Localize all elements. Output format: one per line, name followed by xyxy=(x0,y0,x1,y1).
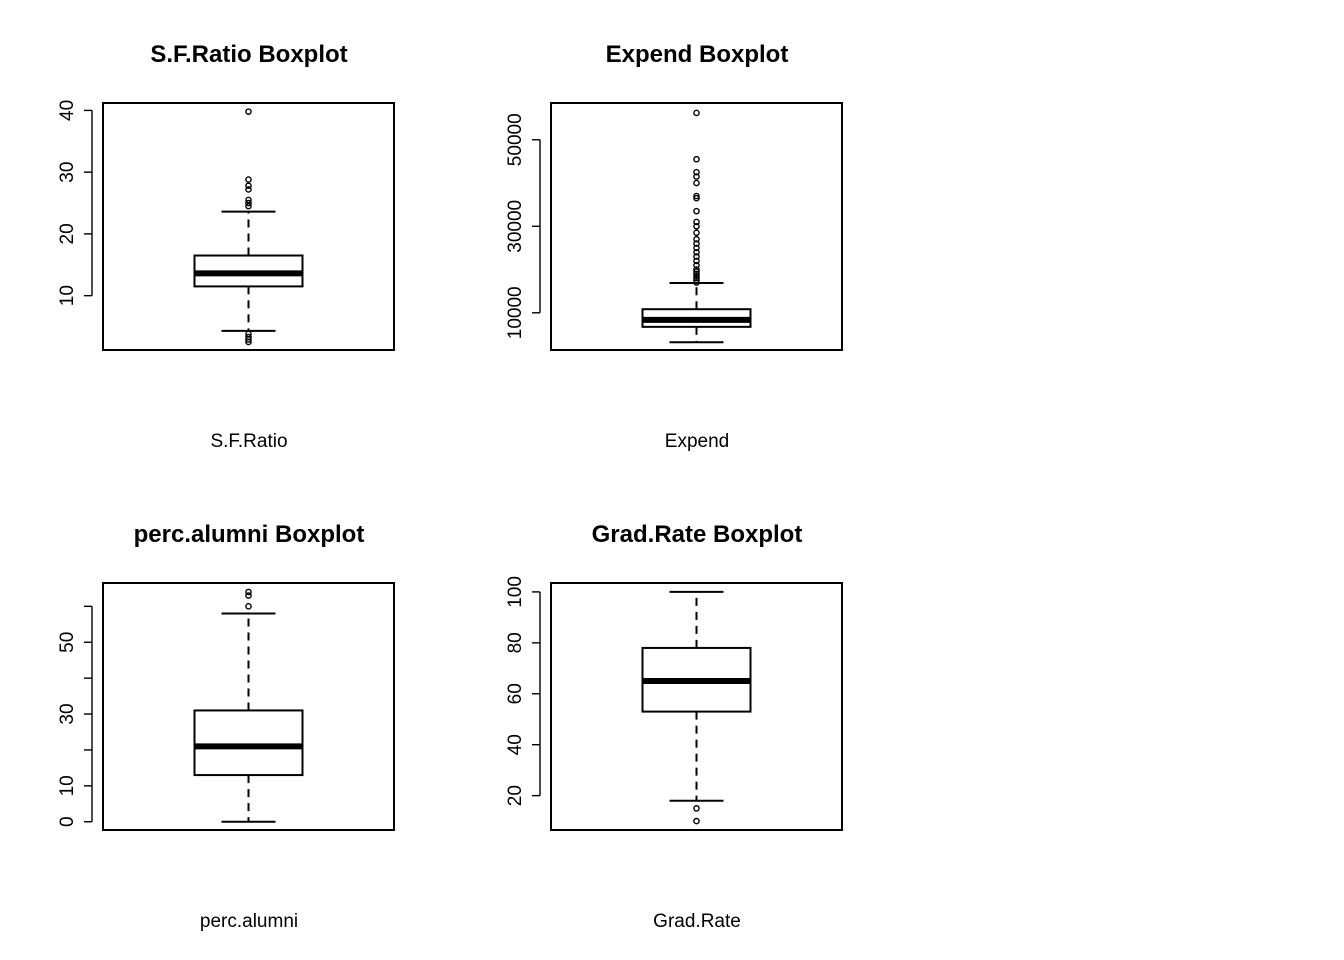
outlier-point xyxy=(245,196,252,204)
outlier-point xyxy=(693,192,700,200)
y-tick-label: 50 xyxy=(57,632,78,653)
y-tick-label: 100 xyxy=(505,576,526,608)
plot-frame xyxy=(102,102,395,351)
outlier-point xyxy=(693,279,700,286)
iqr-box xyxy=(193,709,304,777)
y-tick-label: 10 xyxy=(57,285,78,306)
outlier-point xyxy=(693,244,700,252)
outlier-point xyxy=(693,266,700,273)
y-tick-label: 20 xyxy=(57,223,78,244)
outlier-point xyxy=(693,817,700,825)
outlier-point xyxy=(693,277,700,284)
outlier-point xyxy=(693,257,700,265)
chart-title: perc.alumni Boxplot xyxy=(134,521,365,548)
y-tick-label: 0 xyxy=(57,816,78,827)
outlier-point xyxy=(245,330,252,338)
outlier-point xyxy=(693,179,700,187)
y-tick-label: 60 xyxy=(505,683,526,704)
y-tick-label: 10 xyxy=(57,775,78,796)
outlier-point xyxy=(693,270,700,278)
plot-frame xyxy=(550,582,843,831)
panel-grad-rate: Grad.Rate Boxplot Grad.Rate 20 40 60 80 100 xyxy=(505,521,843,932)
chart-title: Expend Boxplot xyxy=(606,41,789,68)
outlier-point xyxy=(245,199,252,207)
outlier-point xyxy=(693,155,700,163)
outlier-point xyxy=(245,108,252,115)
outlier-point xyxy=(693,274,700,282)
outlier-point xyxy=(693,207,700,215)
panel-sf-ratio: S.F.Ratio Boxplot S.F.Ratio 10 20 30 40 xyxy=(57,41,395,452)
outlier-point xyxy=(693,168,700,176)
outlier-point xyxy=(693,194,700,202)
y-tick-label: 30 xyxy=(57,162,78,183)
y-tick-label: 50000 xyxy=(505,113,526,166)
outlier-point xyxy=(245,588,252,596)
y-tick-label: 30000 xyxy=(505,200,526,253)
x-axis-label: S.F.Ratio xyxy=(210,431,287,452)
outlier-point xyxy=(693,222,700,230)
outlier-point xyxy=(693,805,700,812)
outlier-point xyxy=(245,176,252,183)
outlier-point xyxy=(693,253,700,260)
outlier-point xyxy=(245,202,252,210)
outlier-point xyxy=(245,182,252,190)
x-axis-label: perc.alumni xyxy=(200,911,298,932)
outlier-point xyxy=(693,248,700,256)
outlier-point xyxy=(693,218,700,226)
outlier-point xyxy=(693,272,700,280)
outlier-point xyxy=(693,240,700,247)
y-tick-label: 40 xyxy=(505,734,526,755)
outlier-point xyxy=(245,603,252,610)
outlier-point xyxy=(693,268,700,276)
chart-title: S.F.Ratio Boxplot xyxy=(150,41,347,68)
y-tick-label: 40 xyxy=(57,100,78,121)
y-tick-label: 80 xyxy=(505,632,526,653)
outlier-point xyxy=(245,333,252,341)
panel-expend: Expend Boxplot Expend 10000 30000 50000 xyxy=(505,41,843,452)
outlier-point xyxy=(693,173,700,180)
outlier-point xyxy=(245,592,252,599)
chart-title: Grad.Rate Boxplot xyxy=(592,521,803,548)
outlier-point xyxy=(693,109,700,117)
outlier-point xyxy=(693,261,700,269)
outlier-point xyxy=(693,235,700,243)
x-axis-label: Grad.Rate xyxy=(653,911,741,932)
y-tick-label: 30 xyxy=(57,703,78,724)
plot-frame xyxy=(550,102,843,351)
outlier-point xyxy=(245,186,252,193)
y-tick-label: 20 xyxy=(505,785,526,806)
y-tick-label: 10000 xyxy=(505,286,526,339)
outlier-point xyxy=(693,229,700,237)
panel-perc-alumni: perc.alumni Boxplot perc.alumni 0 10 30 50 xyxy=(57,521,395,932)
plot-frame xyxy=(102,582,395,831)
x-axis-label: Expend xyxy=(665,431,729,452)
